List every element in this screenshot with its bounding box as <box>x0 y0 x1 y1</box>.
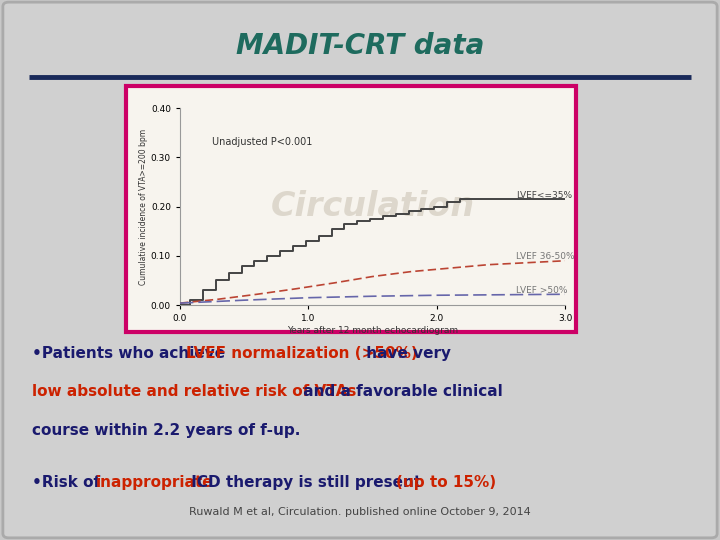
Text: have very: have very <box>361 346 451 361</box>
Text: •Risk of: •Risk of <box>32 475 106 490</box>
Y-axis label: Cumulative incidence of VTA>=200 bpm: Cumulative incidence of VTA>=200 bpm <box>139 129 148 285</box>
Text: and a favorable clinical: and a favorable clinical <box>298 384 503 400</box>
Text: Ruwald M et al, Circulation. published online October 9, 2014: Ruwald M et al, Circulation. published o… <box>189 507 531 517</box>
Text: MADIT-CRT data: MADIT-CRT data <box>236 32 484 60</box>
Text: course within 2.2 years of f-up.: course within 2.2 years of f-up. <box>32 423 301 438</box>
Text: LVEF normalization (>50%): LVEF normalization (>50%) <box>186 346 418 361</box>
Text: low absolute and relative risk of VTAs: low absolute and relative risk of VTAs <box>32 384 357 400</box>
Text: Unadjusted P<0.001: Unadjusted P<0.001 <box>212 138 312 147</box>
Text: inappropriate: inappropriate <box>95 475 213 490</box>
Text: ICD therapy is still present: ICD therapy is still present <box>186 475 427 490</box>
Text: •Patients who achieve: •Patients who achieve <box>32 346 231 361</box>
Text: LVEF >50%: LVEF >50% <box>516 286 568 295</box>
Text: LVEF<=35%: LVEF<=35% <box>516 191 572 200</box>
FancyBboxPatch shape <box>126 86 576 332</box>
X-axis label: Years after 12 month echocardiogram: Years after 12 month echocardiogram <box>287 326 458 335</box>
Text: LVEF 36-50%: LVEF 36-50% <box>516 252 575 261</box>
Text: (up to 15%): (up to 15%) <box>397 475 497 490</box>
FancyBboxPatch shape <box>3 2 717 538</box>
Text: Circulation: Circulation <box>271 190 474 223</box>
